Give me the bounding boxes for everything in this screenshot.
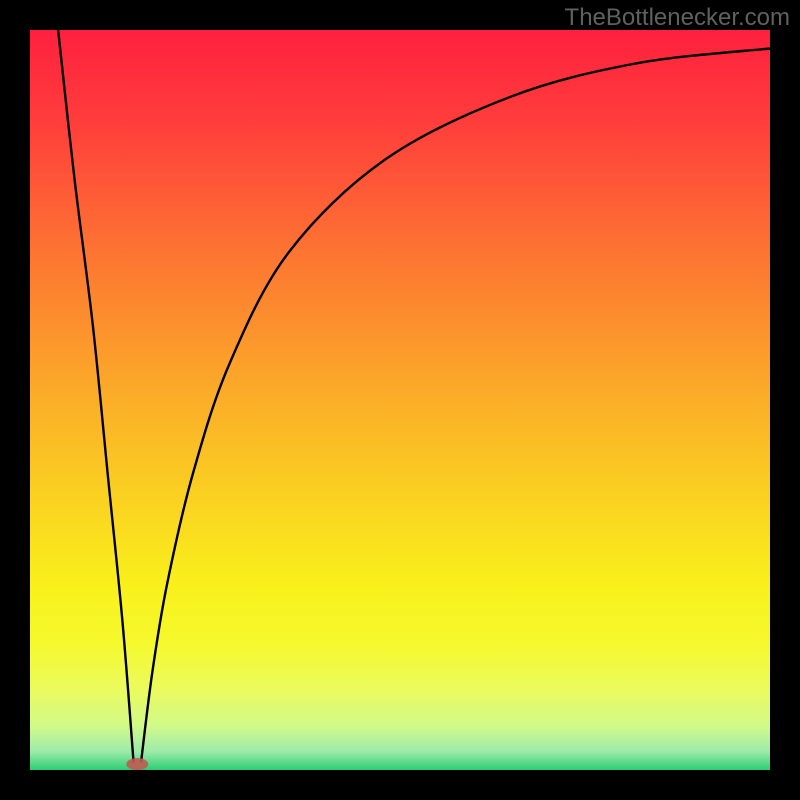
- chart-container: TheBottlenecker.com: [0, 0, 800, 800]
- bottleneck-chart: [0, 0, 800, 800]
- plot-background: [30, 30, 770, 770]
- frame-right: [770, 0, 800, 800]
- optimal-point-marker: [126, 758, 148, 770]
- frame-bottom: [0, 770, 800, 800]
- frame-left: [0, 0, 30, 800]
- watermark-text: TheBottlenecker.com: [565, 4, 790, 32]
